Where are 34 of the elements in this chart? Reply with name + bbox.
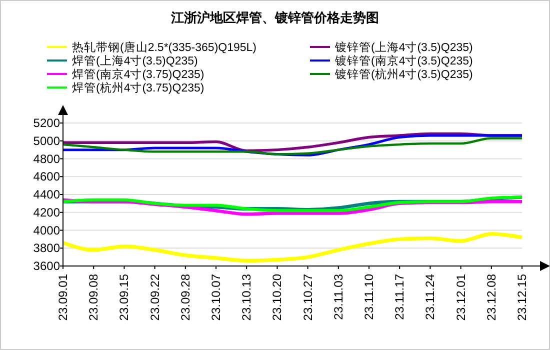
- y-tick-label: 5000: [33, 134, 60, 148]
- y-tick-label: 4400: [33, 188, 60, 202]
- y-tick-label: 3600: [33, 259, 60, 273]
- x-tick-label: 23.09.22: [148, 274, 162, 321]
- legend-label: 镀锌管(杭州4寸(3.5)Q235): [334, 67, 474, 81]
- legend-label: 镀锌管(南京4寸(3.5)Q235): [334, 54, 474, 68]
- y-tick-label: 5200: [33, 116, 60, 130]
- chart-title: 江浙沪地区焊管、镀锌管价格走势图: [170, 10, 379, 25]
- x-tick-label: 23.12.01: [454, 274, 468, 321]
- legend-label: 焊管(南京4寸(3.75)Q235): [72, 67, 204, 81]
- y-tick-label: 3800: [33, 241, 60, 256]
- y-tick-label: 4800: [33, 152, 60, 166]
- x-tick-label: 23.10.20: [270, 274, 284, 321]
- x-tick-label: 23.12.15: [515, 274, 529, 321]
- legend-label: 焊管(上海4寸(3.5)Q235): [72, 54, 198, 68]
- x-tick-label: 23.09.01: [56, 274, 70, 321]
- legend-label: 热轧带钢(唐山2.5*(335-365)Q195L): [72, 40, 257, 54]
- y-tick-label: 4200: [33, 205, 60, 220]
- y-tick-label: 4000: [33, 223, 60, 238]
- x-tick-label: 23.09.28: [178, 274, 192, 321]
- x-tick-label: 23.11.10: [362, 274, 376, 320]
- x-tick-label: 23.11.17: [392, 274, 407, 320]
- legend-label: 焊管(杭州4寸(3.75)Q235): [72, 80, 204, 94]
- x-tick-label: 23.10.07: [209, 274, 223, 321]
- x-tick-label: 23.09.15: [117, 274, 132, 321]
- x-tick-label: 23.12.08: [484, 274, 498, 321]
- legend-label: 镀锌管(上海4寸(3.5)Q235): [334, 41, 474, 54]
- y-tick-label: 4600: [33, 170, 60, 184]
- x-tick-label: 23.11.24: [423, 274, 438, 320]
- line-series: [61, 232, 524, 263]
- x-tick-label: 23.09.08: [86, 274, 101, 321]
- x-tick-label: 23.10.13: [240, 274, 254, 321]
- x-tick-label: 23.11.03: [331, 274, 346, 320]
- x-tick-label: 23.10.27: [300, 274, 315, 321]
